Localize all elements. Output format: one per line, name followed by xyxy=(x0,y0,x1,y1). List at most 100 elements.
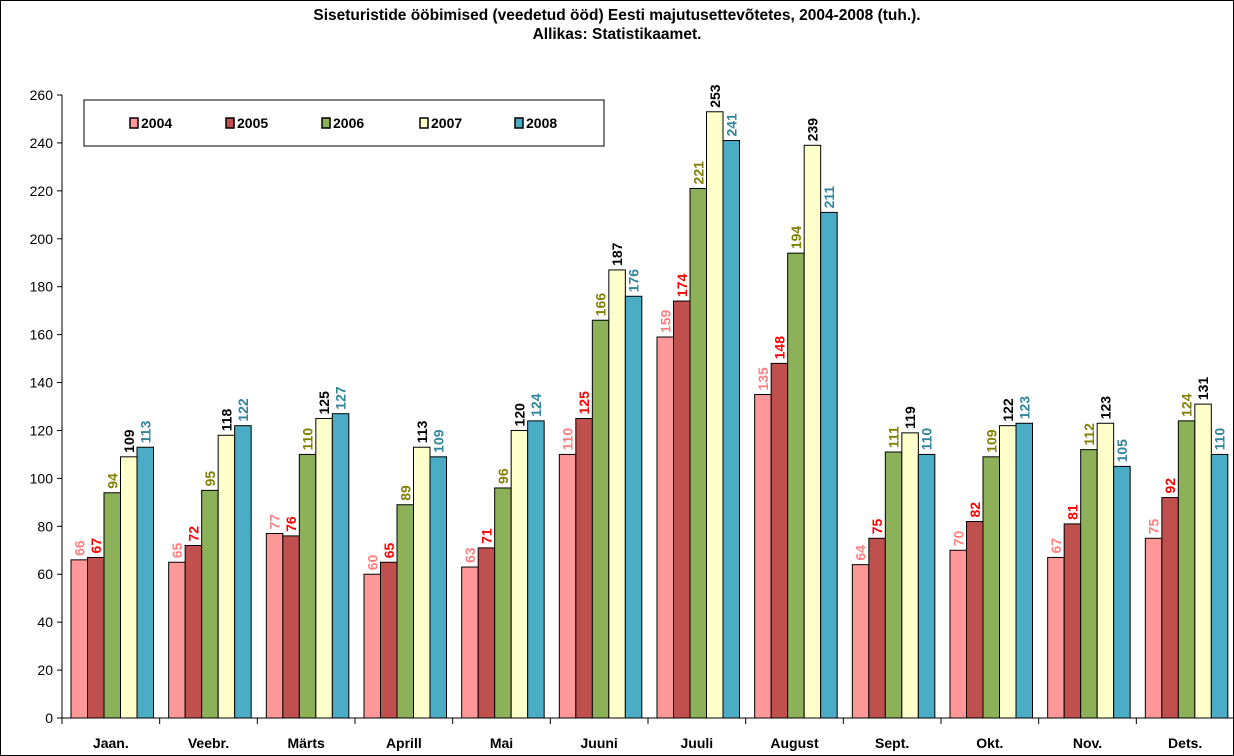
bar xyxy=(754,394,772,719)
data-label: 110 xyxy=(1212,428,1228,451)
data-label: 92 xyxy=(1162,478,1178,494)
bar xyxy=(396,504,414,719)
data-label: 75 xyxy=(1146,519,1162,535)
y-tick-label: 40 xyxy=(37,614,53,630)
data-label: 125 xyxy=(576,391,592,415)
data-label: 81 xyxy=(1064,504,1080,520)
bar xyxy=(1161,497,1179,719)
data-label: 95 xyxy=(202,471,218,487)
legend-label: 2005 xyxy=(237,115,268,131)
y-axis: 0 20 40 60 80 100 120 140 160 180 200 220 240 260 xyxy=(30,87,62,726)
chart-title: Siseturistide ööbimised (veedetud ööd) E… xyxy=(0,6,1234,44)
bar xyxy=(234,425,252,719)
bar xyxy=(265,532,284,719)
bar xyxy=(1177,420,1196,719)
x-tick-label: Juuli xyxy=(680,735,713,751)
x-tick-label: Nov. xyxy=(1073,735,1102,751)
data-label: 63 xyxy=(462,547,478,563)
y-tick-label: 160 xyxy=(30,327,54,343)
bar xyxy=(217,434,236,719)
bar xyxy=(901,432,919,719)
data-label: 131 xyxy=(1195,377,1211,401)
data-label: 105 xyxy=(1114,439,1130,463)
bar xyxy=(331,413,350,719)
bar xyxy=(527,420,545,719)
data-label: 119 xyxy=(902,406,918,429)
data-label: 71 xyxy=(478,528,494,544)
y-tick-label: 220 xyxy=(30,183,54,199)
bar xyxy=(884,451,903,719)
legend-swatch xyxy=(129,117,139,129)
data-label: 109 xyxy=(121,429,137,453)
x-tick-label: Jaan. xyxy=(93,735,129,751)
bar xyxy=(656,336,674,719)
chart-title-line-1: Siseturistide ööbimised (veedetud ööd) E… xyxy=(313,7,921,24)
legend-label: 2004 xyxy=(141,115,172,131)
data-label: 194 xyxy=(788,226,804,250)
data-label: 113 xyxy=(414,420,430,443)
x-tick-label: Aprill xyxy=(386,735,422,751)
bar xyxy=(510,429,529,719)
bar xyxy=(851,564,870,719)
data-label: 187 xyxy=(609,242,625,266)
bar xyxy=(494,487,512,719)
x-axis: Jaan. Veebr. Märts Aprill Mai Juuni Juuli Augus… xyxy=(61,718,1234,751)
bar xyxy=(168,561,186,719)
bar xyxy=(608,269,626,719)
data-label: 75 xyxy=(869,519,885,535)
data-label: 159 xyxy=(657,309,673,333)
data-label: 122 xyxy=(1000,398,1016,422)
data-label: 70 xyxy=(950,530,966,546)
data-label: 82 xyxy=(967,502,983,518)
y-tick-label: 120 xyxy=(30,422,54,438)
bar xyxy=(787,252,805,719)
legend-swatch xyxy=(321,117,331,129)
bar xyxy=(999,425,1017,719)
data-label: 65 xyxy=(169,542,185,558)
bar xyxy=(803,144,822,719)
bar xyxy=(413,446,431,719)
bar xyxy=(820,211,838,719)
bar xyxy=(917,453,936,719)
data-label: 221 xyxy=(690,161,706,185)
legend-label: 2008 xyxy=(526,115,557,131)
x-tick-label: Sept. xyxy=(875,735,909,751)
x-tick-label: Mai xyxy=(490,735,513,751)
bar xyxy=(624,295,643,719)
data-label: 67 xyxy=(88,538,104,554)
data-label: 211 xyxy=(821,186,837,209)
data-label: 135 xyxy=(755,367,771,391)
y-tick-label: 260 xyxy=(30,87,54,103)
bar xyxy=(87,556,105,719)
data-label: 77 xyxy=(267,514,283,530)
bar xyxy=(429,456,447,719)
bar xyxy=(706,111,724,719)
data-label: 110 xyxy=(919,428,935,451)
data-label: 109 xyxy=(983,429,999,453)
y-tick-label: 180 xyxy=(30,279,54,295)
data-label: 60 xyxy=(364,554,380,570)
bar xyxy=(982,456,1000,719)
data-label: 89 xyxy=(397,485,413,501)
data-label: 127 xyxy=(333,386,349,410)
y-tick-label: 240 xyxy=(30,135,54,151)
data-label: 109 xyxy=(430,429,446,453)
bar xyxy=(1080,449,1098,719)
x-tick-label: Veebr. xyxy=(188,735,229,751)
legend-label: 2007 xyxy=(431,115,462,131)
bar xyxy=(103,492,121,719)
bar xyxy=(380,561,398,719)
data-label: 176 xyxy=(626,269,642,293)
x-tick-label: August xyxy=(770,735,819,751)
data-label: 124 xyxy=(1179,393,1195,417)
bar xyxy=(1015,422,1033,719)
bar xyxy=(591,319,610,719)
data-labels: 66 65 77 60 63 110 159 135 64 70 67 75 67 72 76 65 71 125… xyxy=(71,84,1227,570)
bar xyxy=(363,573,381,719)
data-label: 76 xyxy=(283,516,299,532)
bar xyxy=(120,456,138,719)
legend-label: 2006 xyxy=(333,115,364,131)
bar xyxy=(689,187,707,719)
bar xyxy=(461,566,479,719)
